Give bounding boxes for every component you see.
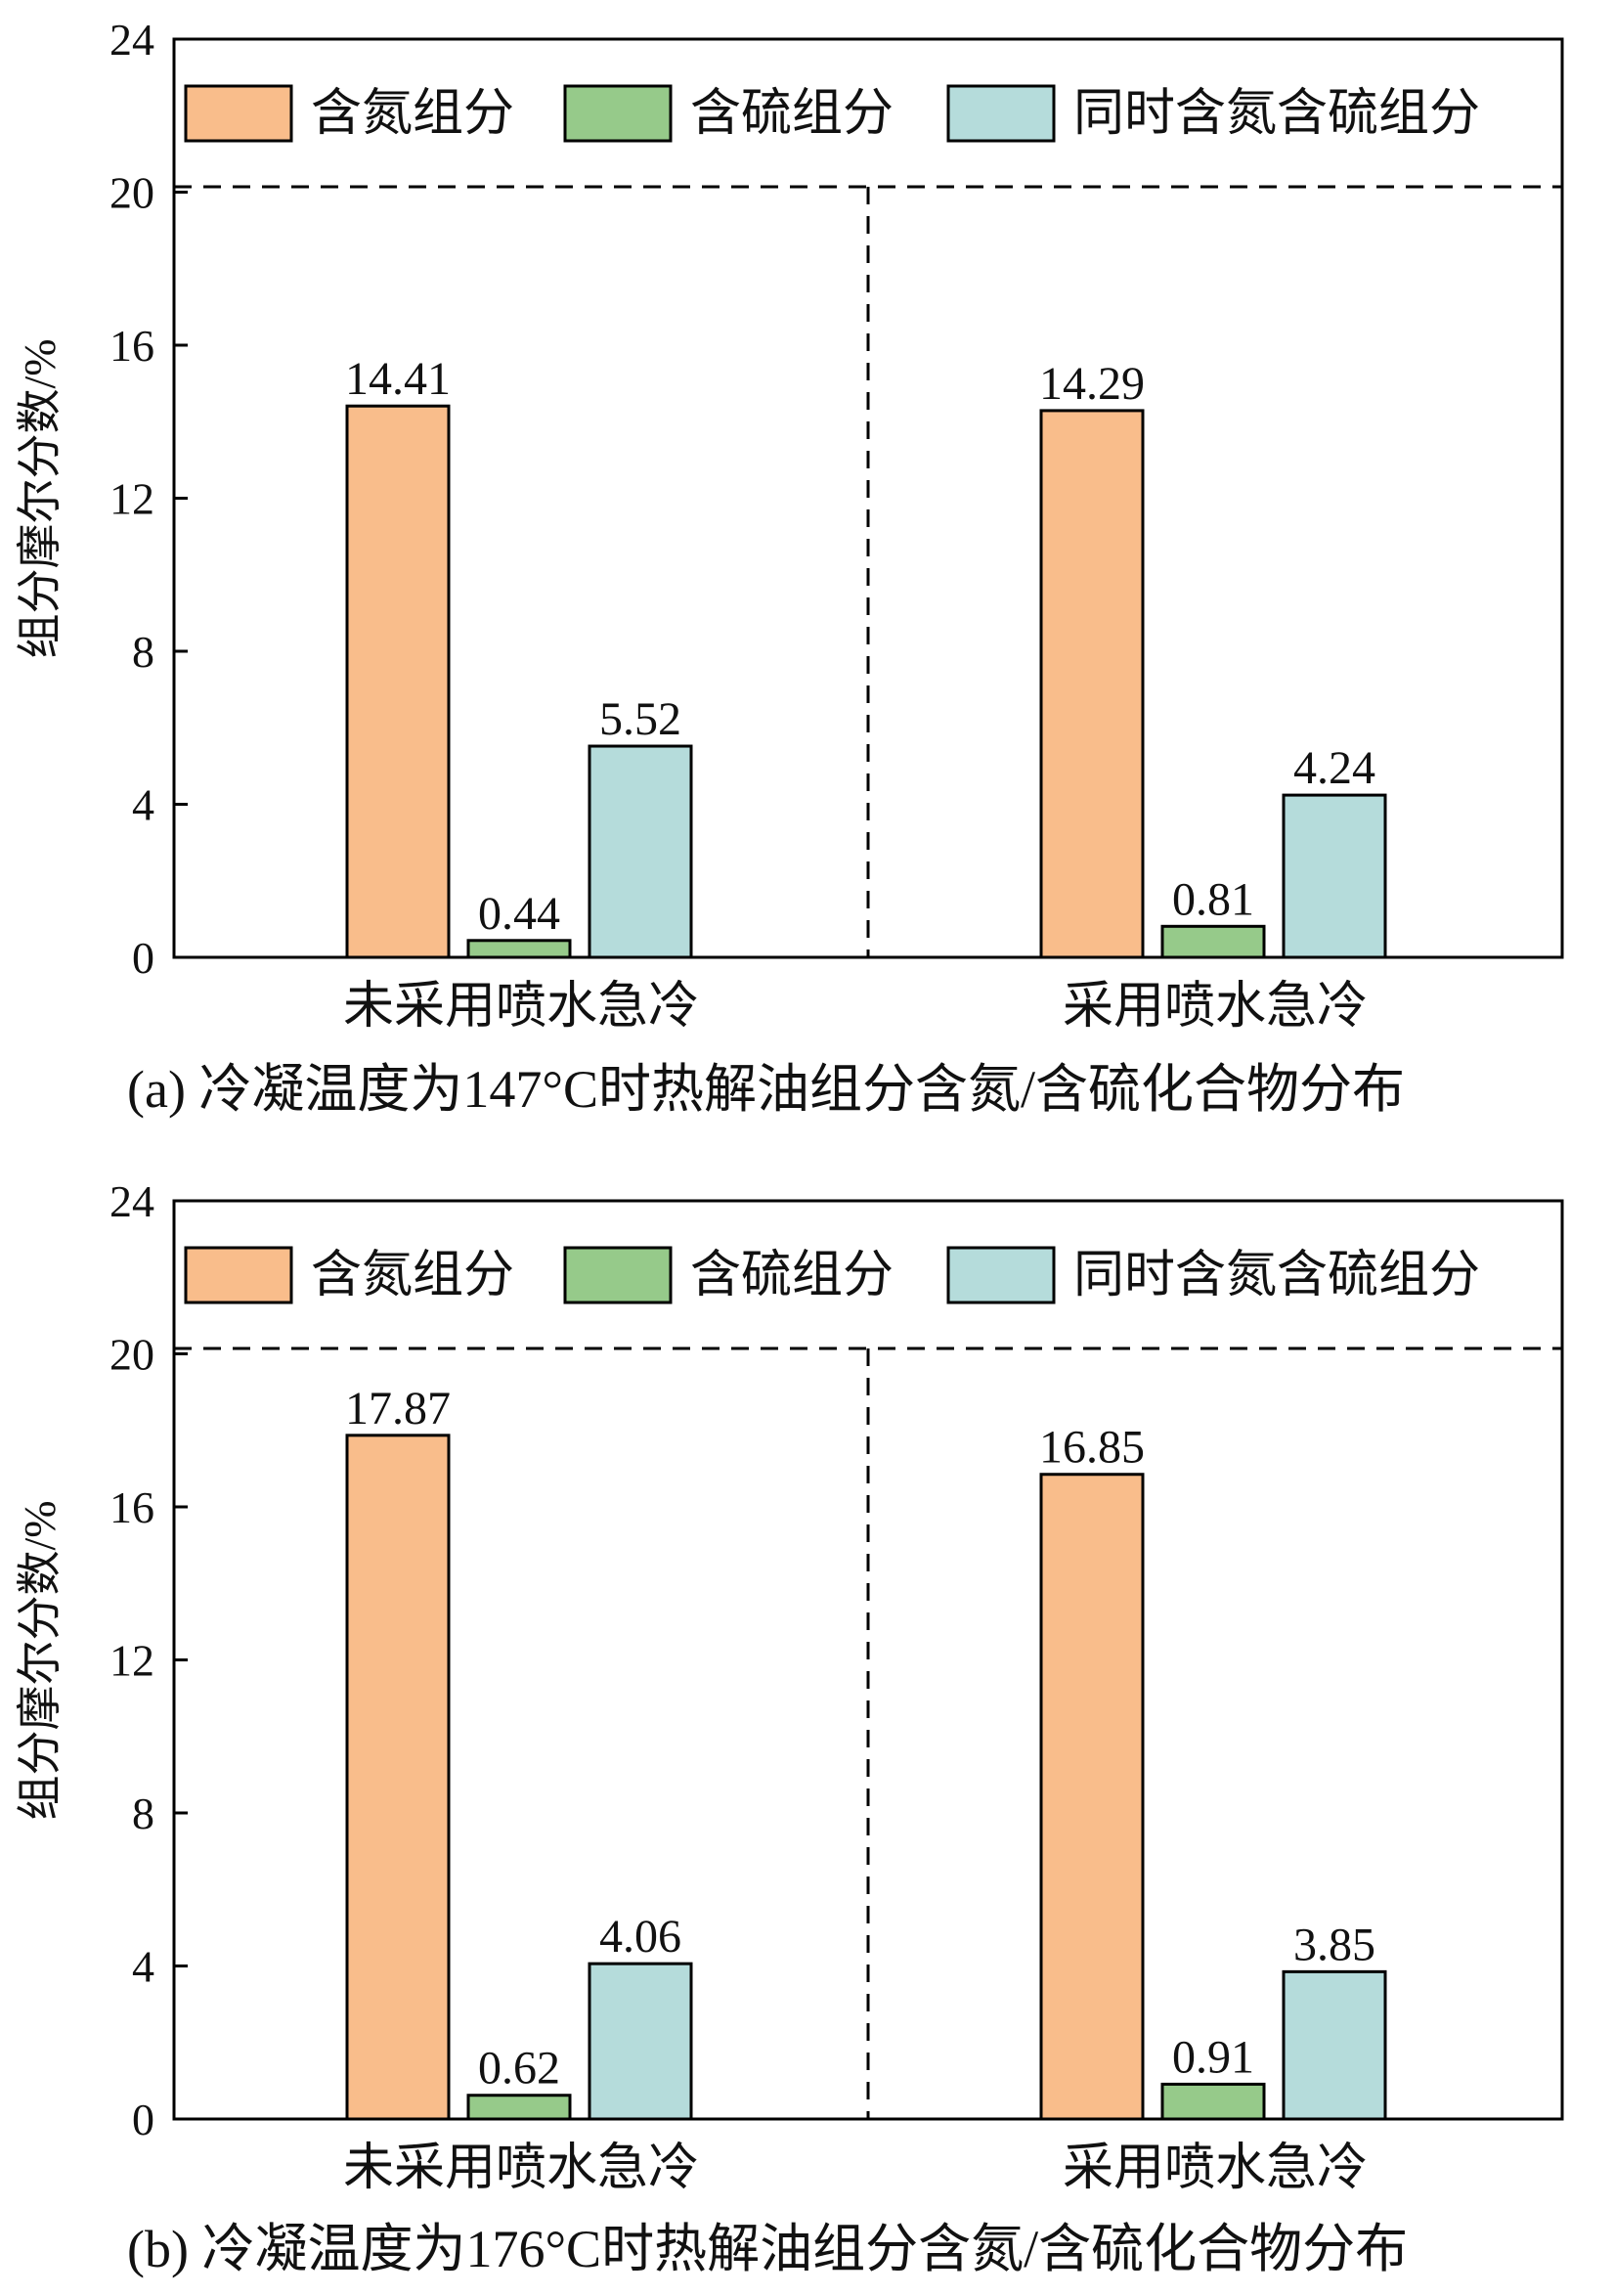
legend-swatch-ns: [946, 1246, 1056, 1304]
category-label-0: 未采用喷水急冷: [343, 2141, 699, 2196]
legend-swatch-ns: [946, 84, 1056, 143]
y-tick-label: 12: [109, 1636, 154, 1686]
legend-swatch-n: [184, 1246, 293, 1304]
bar-both-1: [1282, 793, 1387, 959]
y-tick-label: 16: [109, 1482, 154, 1532]
y-axis-a: 0 4 8 12 16 20 24: [109, 15, 188, 983]
bar-value-label: 0.91: [1172, 2031, 1254, 2083]
legend-swatch-s: [563, 84, 673, 143]
bar-value-label: 0.81: [1172, 873, 1254, 925]
category-label-1: 采用喷水急冷: [1063, 2141, 1368, 2196]
bar-both-0: [588, 744, 693, 959]
bar-nitrogen-0: [345, 1434, 451, 2121]
bar-value-label: 4.06: [599, 1911, 681, 1963]
y-tick-label: 0: [132, 933, 154, 983]
bars-a: [345, 404, 1387, 959]
bar-both-1: [1282, 1969, 1387, 2121]
y-axis-title-a: 组分摩尔分数/%: [15, 338, 65, 658]
bar-sulfur-0: [466, 939, 572, 959]
bar-value-label: 14.41: [345, 353, 451, 405]
category-label-1: 采用喷水急冷: [1063, 979, 1368, 1035]
y-tick-label: 24: [109, 1176, 154, 1226]
bar-value-label: 0.62: [478, 2043, 560, 2095]
y-tick-label: 4: [132, 1942, 154, 1992]
bar-value-label: 5.52: [599, 693, 681, 745]
legend-swatch-s: [563, 1246, 673, 1304]
legend-a: 含氮组分 含硫组分 同时含氮含硫组分: [184, 84, 1480, 143]
bar-nitrogen-0: [345, 404, 451, 959]
y-tick-label: 16: [109, 321, 154, 371]
chart-b: 0 4 8 12 16 20 24 17.87 16.85 0.62 0.91 4.06 3.85 未…: [15, 1176, 1564, 2278]
chart-a: 0 4 8 12 16 20 24 14.41 14.29 0.44 0.81 5.52 4.24 未…: [15, 15, 1564, 1119]
bar-sulfur-1: [1160, 924, 1266, 959]
bar-both-0: [588, 1962, 693, 2121]
bar-nitrogen-1: [1039, 409, 1145, 959]
bar-value-label: 16.85: [1039, 1422, 1145, 1474]
y-tick-label: 8: [132, 627, 154, 677]
legend-label-ns: 同时含氮含硫组分: [1073, 86, 1480, 142]
y-tick-label: 20: [109, 168, 154, 218]
legend-label-s: 含硫组分: [690, 1248, 894, 1303]
y-axis-b: 0 4 8 12 16 20 24: [109, 1176, 188, 2144]
y-axis-title-b: 组分摩尔分数/%: [15, 1500, 65, 1820]
category-label-0: 未采用喷水急冷: [343, 979, 699, 1035]
y-tick-label: 20: [109, 1330, 154, 1380]
bar-value-label: 0.44: [478, 888, 560, 940]
caption-a: (a) 冷凝温度为147°C时热解油组分含氮/含硫化合物分布: [127, 1060, 1405, 1119]
legend-swatch-n: [184, 84, 293, 143]
bar-sulfur-1: [1160, 2082, 1266, 2121]
legend-b: 含氮组分 含硫组分 同时含氮含硫组分: [184, 1246, 1480, 1304]
legend-label-n: 含氮组分: [311, 1248, 514, 1303]
legend-label-s: 含硫组分: [690, 86, 894, 142]
legend-label-ns: 同时含氮含硫组分: [1073, 1248, 1480, 1303]
bars-b: [345, 1434, 1387, 2121]
bar-value-label: 17.87: [345, 1383, 451, 1435]
y-tick-label: 0: [132, 2095, 154, 2144]
bar-value-label: 14.29: [1039, 358, 1145, 410]
bar-value-labels-b: 17.87 16.85 0.62 0.91 4.06 3.85: [345, 1383, 1375, 2095]
bar-nitrogen-1: [1039, 1473, 1145, 2121]
y-tick-label: 12: [109, 474, 154, 524]
y-tick-label: 4: [132, 780, 154, 830]
bar-sulfur-0: [466, 2094, 572, 2121]
bar-value-label: 4.24: [1293, 742, 1375, 794]
bar-value-labels-a: 14.41 14.29 0.44 0.81 5.52 4.24: [345, 353, 1375, 940]
bar-value-label: 3.85: [1293, 1919, 1375, 1970]
y-tick-label: 8: [132, 1788, 154, 1838]
caption-b: (b) 冷凝温度为176°C时热解油组分含氮/含硫化合物分布: [127, 2220, 1408, 2278]
y-tick-label: 24: [109, 15, 154, 65]
legend-label-n: 含氮组分: [311, 86, 514, 142]
